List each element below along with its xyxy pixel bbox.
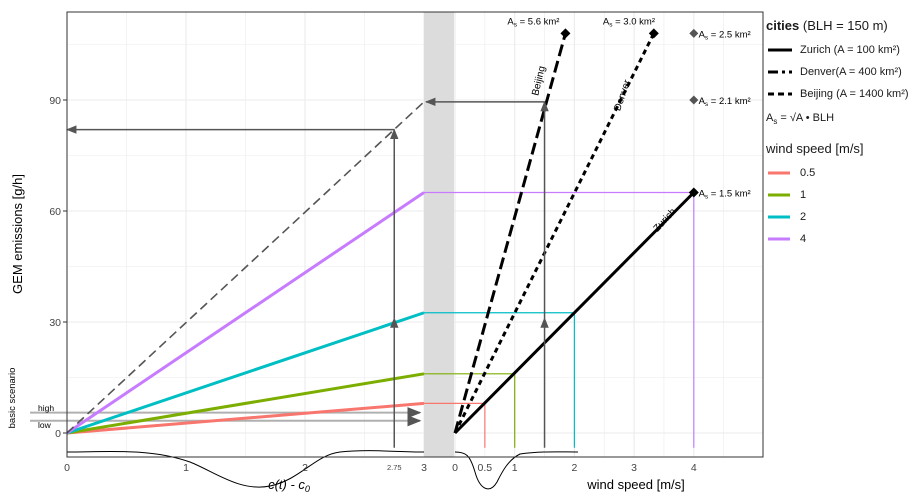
city-label-beijing: Beijing (530, 65, 547, 97)
right-x-tick-label-0.5: 0.5 (478, 462, 493, 474)
as-diamond-1 (689, 95, 699, 105)
as-diamond-0 (689, 28, 699, 38)
left-x-tick-label-1: 1 (183, 462, 189, 474)
left-wind-line-2 (66, 311, 425, 435)
city-endpoint-denver (648, 28, 659, 39)
legend-label-zurich: Zurich (A = 100 km²) (800, 44, 900, 56)
dashed-line-key (766, 87, 796, 101)
color-key-1 (766, 188, 796, 202)
as-label-0: As = 5.6 km² (507, 16, 559, 28)
solid-line-key (766, 43, 796, 57)
city-endpoint-beijing (560, 28, 571, 39)
y-tick-label-30: 30 (49, 317, 61, 329)
plot-frame (66, 11, 764, 458)
legend: cities (BLH = 150 m) Zurich (A = 100 km²… (766, 10, 918, 250)
legend-item-wind-1: 1 (766, 184, 918, 206)
as-label-4: As = 1.5 km² (699, 189, 751, 201)
city-line-zurich (453, 191, 695, 435)
y-tick-label-0: 0 (55, 428, 61, 440)
y-tick-label-90: 90 (49, 95, 61, 107)
legend-item-zurich: Zurich (A = 100 km²) (766, 39, 918, 61)
left-wind-line-0-5 (66, 401, 425, 435)
density-curve-right (454, 451, 579, 490)
y-tick-label-60: 60 (49, 206, 61, 218)
city-label-denver: Denver (612, 78, 633, 113)
as-label-2: As = 2.5 km² (699, 29, 751, 41)
y-axis-title: GEM emissions [g/h] (10, 174, 25, 294)
plot-marks (30, 28, 699, 490)
as-formula: As = √A • BLH (766, 112, 835, 127)
left-x-tick-label-0: 0 (64, 462, 70, 474)
basic-scenario-label: basic scenario (7, 368, 18, 429)
right-x-axis-title: wind speed [m/s] (586, 477, 685, 492)
right-x-tick-label-3: 3 (631, 462, 637, 474)
legend-label-wind-0-5: 0.5 (800, 167, 816, 179)
legend-label-beijing: Beijing (A = 1400 km²) (800, 88, 909, 100)
right-wind-guide-4 (424, 191, 695, 448)
legend-label-wind-2: 2 (800, 211, 807, 223)
left-x-tick-label-2.75: 2.75 (387, 463, 402, 472)
color-key-2 (766, 210, 796, 224)
color-key-4 (766, 232, 796, 246)
legend-label-wind-1: 1 (800, 189, 807, 201)
basic-scenario-low-label: low (38, 420, 52, 430)
as-label-1: As = 3.0 km² (603, 16, 655, 28)
legend-label-wind-4: 4 (800, 233, 807, 245)
city-endpoint-zurich (688, 187, 699, 198)
left-x-tick-label-3: 3 (421, 462, 427, 474)
separator-band (424, 12, 454, 457)
wind-legend-title: wind speed [m/s] (766, 141, 864, 156)
right-x-tick-label-2: 2 (571, 462, 577, 474)
color-key-0-5 (766, 166, 796, 180)
legend-item-wind-0-5: 0.5 (766, 162, 918, 184)
basic-scenario-high-label: high (38, 403, 54, 413)
legend-label-denver: Denver(A = 400 km²) (800, 66, 902, 78)
legend-item-beijing: Beijing (A = 1400 km²) (766, 83, 918, 105)
city-line-denver (453, 32, 656, 434)
legend-item-denver: Denver(A = 400 km²) (766, 61, 918, 83)
dotdash-line-key (766, 65, 796, 79)
legend-item-wind-2: 2 (766, 206, 918, 228)
left-dashed-line (66, 101, 425, 434)
as-label-3: As = 2.1 km² (699, 96, 751, 108)
legend-item-wind-4: 4 (766, 228, 918, 250)
left-x-axis-title: c(t) - c0 (268, 477, 310, 493)
right-x-tick-label-1: 1 (512, 462, 518, 474)
left-wind-line-4 (66, 191, 425, 435)
left-x-tick-label-2: 2 (302, 462, 308, 474)
cities-legend-title: cities (BLH = 150 m) (766, 18, 888, 33)
right-x-tick-label-0: 0 (452, 462, 458, 474)
left-wind-line-1 (66, 372, 425, 435)
right-x-tick-label-4: 4 (691, 462, 697, 474)
city-line-beijing (453, 33, 567, 434)
density-curve-left (66, 450, 425, 488)
